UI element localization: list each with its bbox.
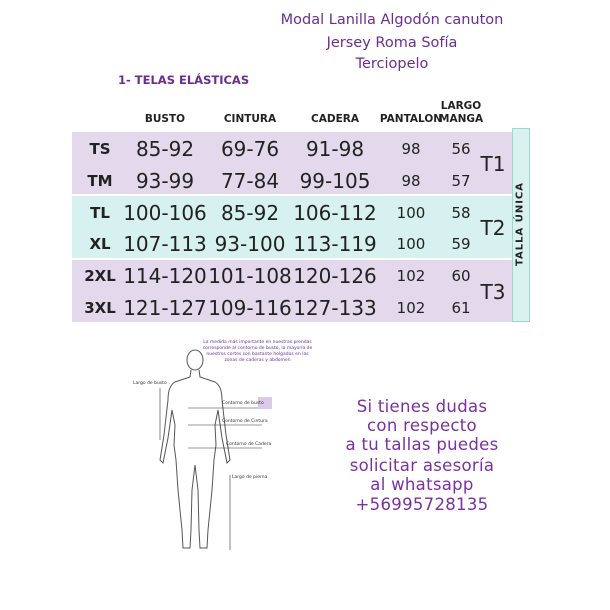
- size-label: TS: [89, 140, 111, 158]
- table-cell: 102: [396, 267, 426, 286]
- figure-label: Largo de pierna: [232, 475, 268, 480]
- contact-line: a tu tallas puedes: [345, 435, 499, 454]
- group-label: T1: [480, 152, 506, 176]
- side-label: TALLA ÚNICA: [514, 181, 526, 267]
- size-label: 2XL: [84, 267, 116, 286]
- row-band: [72, 132, 512, 194]
- table-cell: 114-120: [123, 264, 207, 289]
- table-cell: 98: [401, 140, 421, 158]
- group-label: T3: [480, 280, 506, 304]
- size-label: TL: [90, 203, 110, 222]
- figure-label: Contorno de Cintura: [222, 419, 268, 424]
- table-cell: 69-76: [220, 137, 280, 161]
- silhouette: [159, 349, 231, 549]
- table-cell: 113-119: [293, 232, 377, 257]
- swatch: [258, 397, 272, 409]
- table-cell: 100-106: [123, 200, 207, 225]
- fabric-line: Jersey Roma Sofía: [326, 35, 458, 51]
- size-label: 3XL: [84, 299, 116, 317]
- table-cell: 60: [451, 267, 471, 286]
- contact-line: +56995728135: [355, 495, 489, 514]
- table-cell: 61: [451, 299, 471, 317]
- table-cell: 107-113: [123, 232, 207, 257]
- contact-line: al whatsapp: [370, 475, 474, 494]
- figure-label: Largo de busto: [133, 381, 167, 386]
- table-cell: 85-92: [220, 200, 280, 225]
- column-header: LARGO MANGA: [439, 100, 484, 125]
- column-header: BUSTO: [144, 113, 186, 125]
- table-cell: 121-127: [123, 296, 207, 320]
- table-cell: 120-126: [293, 264, 377, 289]
- table-cell: 101-108: [208, 264, 292, 289]
- size-label: TM: [87, 171, 113, 190]
- table-cell: 106-112: [293, 200, 377, 225]
- group-label: T2: [480, 216, 506, 240]
- table-cell: 58: [451, 203, 471, 222]
- column-header: CINTURA: [223, 113, 277, 125]
- table-cell: 127-133: [293, 296, 377, 320]
- figure-note: La medida más importante en nuestras pre…: [202, 340, 313, 363]
- fabric-line: Terciopelo: [355, 56, 429, 72]
- contact-line: solicitar asesoría: [349, 456, 495, 475]
- table-cell: 102: [396, 299, 426, 317]
- column-header: PANTALON: [379, 113, 443, 125]
- figure-label: Contorno de Cadera: [226, 442, 272, 447]
- table-cell: 98: [401, 171, 421, 190]
- size-label: XL: [89, 235, 111, 254]
- table-cell: 85-92: [135, 137, 195, 161]
- column-header: CADERA: [311, 113, 359, 125]
- figure-label: Contorno de busto: [222, 401, 264, 406]
- size-table: T1 T2 T3 BUSTO CINTURA CADERA PANTALON LARGO MA…: [72, 100, 512, 322]
- table-cell: 109-116: [208, 296, 292, 320]
- body-figure: [159, 349, 272, 550]
- row-band: [72, 260, 512, 322]
- table-cell: 100: [396, 235, 426, 254]
- table-cell: 91-98: [305, 137, 365, 161]
- table-cell: 57: [451, 171, 471, 190]
- table-cell: 93-99: [135, 168, 195, 193]
- table-cell: 99-105: [299, 168, 371, 193]
- table-cell: 59: [451, 235, 471, 254]
- side-strip: [512, 128, 530, 322]
- table-cell: 93-100: [214, 232, 286, 257]
- table-cell: 56: [451, 140, 471, 158]
- table-cell: 77-84: [220, 168, 280, 193]
- contact-line: Si tienes dudas: [356, 397, 488, 416]
- table-cell: 100: [396, 203, 426, 222]
- contact-line: con respecto: [367, 416, 477, 435]
- fabric-line: Modal Lanilla Algodón canuton: [280, 12, 504, 28]
- row-band: [72, 196, 512, 258]
- section-title: 1- TELAS ELÁSTICAS: [118, 73, 250, 87]
